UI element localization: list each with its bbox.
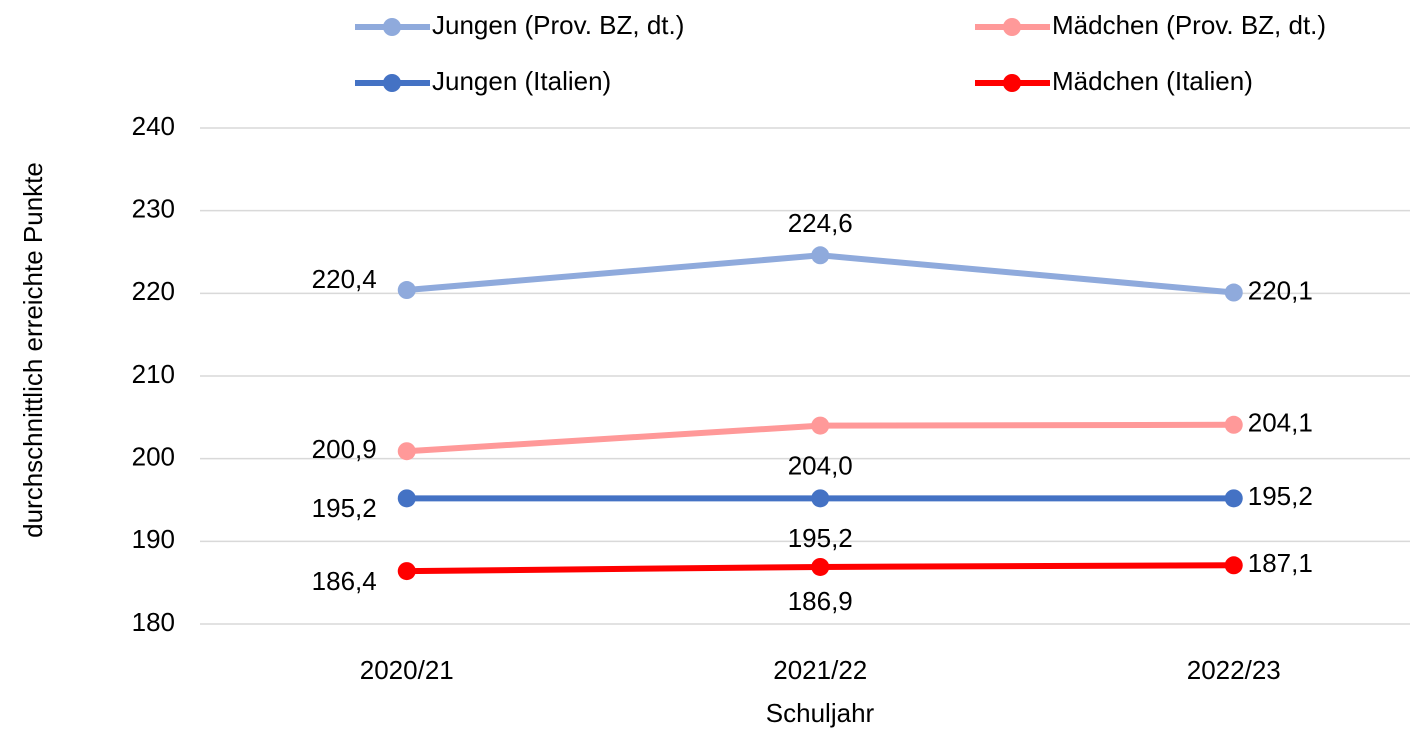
x-axis-title: Schuljahr <box>766 698 875 728</box>
data-label: 187,1 <box>1248 548 1313 578</box>
data-point <box>397 562 416 581</box>
y-tick-label: 180 <box>132 607 175 637</box>
data-label: 186,4 <box>312 566 377 596</box>
y-tick-label: 230 <box>132 194 175 224</box>
legend-marker <box>383 18 401 36</box>
data-label: 204,1 <box>1248 408 1313 438</box>
legend-marker <box>1003 18 1021 36</box>
data-point <box>1224 489 1243 508</box>
data-label: 200,9 <box>312 434 377 464</box>
data-point <box>811 246 830 265</box>
x-tick-label: 2021/22 <box>773 655 867 685</box>
y-axis-title: durchschnittlich erreichte Punkte <box>18 162 48 538</box>
legend-label: Mädchen (Italien) <box>1052 66 1253 96</box>
data-label: 195,2 <box>312 493 377 523</box>
data-label: 220,1 <box>1248 275 1313 305</box>
y-tick-label: 200 <box>132 442 175 472</box>
y-tick-label: 240 <box>132 111 175 141</box>
legend-marker <box>1003 74 1021 92</box>
data-point <box>397 489 416 508</box>
data-point <box>397 442 416 461</box>
y-tick-label: 190 <box>132 524 175 554</box>
legend-label: Jungen (Prov. BZ, dt.) <box>432 10 684 40</box>
x-tick-label: 2022/23 <box>1187 655 1281 685</box>
data-label: 204,0 <box>788 450 853 480</box>
legend-label: Mädchen (Prov. BZ, dt.) <box>1052 10 1326 40</box>
data-point <box>397 281 416 300</box>
legend-marker <box>383 74 401 92</box>
data-point <box>811 489 830 508</box>
data-point <box>1224 415 1243 434</box>
y-tick-label: 220 <box>132 276 175 306</box>
data-label: 195,2 <box>788 523 853 553</box>
data-label: 195,2 <box>1248 481 1313 511</box>
data-label: 186,9 <box>788 586 853 616</box>
data-point <box>1224 283 1243 302</box>
x-tick-label: 2020/21 <box>360 655 454 685</box>
data-label: 224,6 <box>788 208 853 238</box>
data-label: 220,4 <box>312 264 377 294</box>
legend-label: Jungen (Italien) <box>432 66 611 96</box>
data-point <box>811 557 830 576</box>
y-tick-label: 210 <box>132 359 175 389</box>
data-point <box>811 416 830 435</box>
data-point <box>1224 556 1243 575</box>
